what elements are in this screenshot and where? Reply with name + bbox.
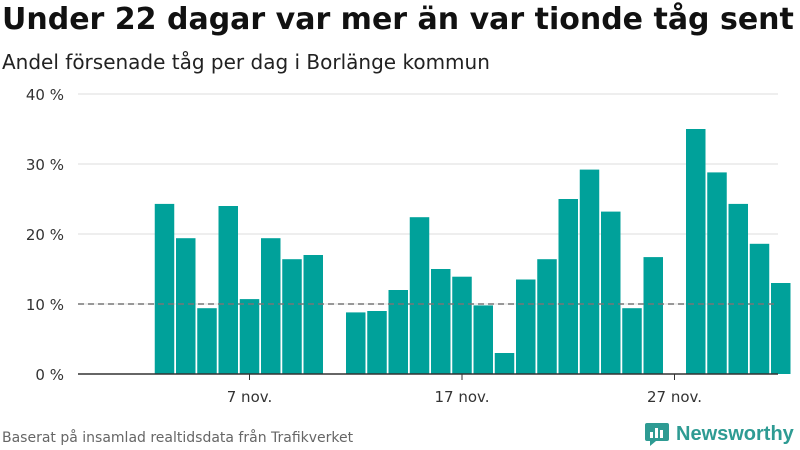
x-tick-label: 7 nov. — [227, 388, 272, 406]
chart-subtitle: Andel försenade tåg per dag i Borlänge k… — [2, 50, 490, 74]
bar — [537, 259, 557, 374]
bar — [218, 206, 238, 374]
bar — [622, 308, 642, 374]
y-tick-label: 10 % — [26, 296, 64, 314]
source-note: Baserat på insamlad realtidsdata från Tr… — [2, 430, 354, 446]
bar — [367, 311, 387, 374]
y-tick-label: 0 % — [35, 366, 64, 384]
bars — [154, 129, 791, 374]
bar — [409, 217, 430, 374]
bar — [728, 203, 748, 374]
bar — [494, 353, 515, 374]
brand-name: Newsworthy — [676, 422, 794, 445]
y-tick-label: 30 % — [26, 156, 64, 174]
bar — [643, 257, 663, 374]
brand-logo[interactable]: Newsworthy — [644, 420, 794, 448]
bar — [452, 276, 472, 374]
bar — [771, 283, 791, 374]
x-axis-tick-labels: 7 nov. 17 nov. 27 nov. — [227, 374, 702, 406]
bar — [239, 299, 260, 374]
bar — [154, 203, 175, 374]
bar — [388, 290, 408, 374]
bar — [601, 211, 621, 374]
bar — [558, 199, 578, 374]
x-tick-label: 17 nov. — [434, 388, 489, 406]
bar — [176, 238, 196, 374]
y-axis-tick-labels: 0 % 10 % 20 % 30 % 40 % — [26, 86, 64, 384]
chart-title: Under 22 dagar var mer än var tionde tåg… — [2, 2, 794, 37]
bar — [707, 172, 727, 374]
newsworthy-logo-icon — [645, 423, 669, 446]
bar — [261, 238, 281, 374]
y-tick-label: 40 % — [26, 86, 64, 104]
bar — [431, 269, 451, 374]
bar — [473, 305, 493, 374]
bar — [346, 312, 366, 374]
bar — [303, 255, 323, 374]
bar — [197, 308, 217, 374]
bar — [749, 243, 770, 374]
y-tick-label: 20 % — [26, 226, 64, 244]
bar-chart: 0 % 10 % 20 % 30 % 40 % 7 nov. 17 nov. 27 nov. — [26, 86, 791, 406]
bar — [282, 259, 302, 374]
bar — [686, 129, 706, 374]
x-tick-label: 27 nov. — [647, 388, 702, 406]
bar — [516, 279, 536, 374]
bar — [579, 169, 600, 374]
